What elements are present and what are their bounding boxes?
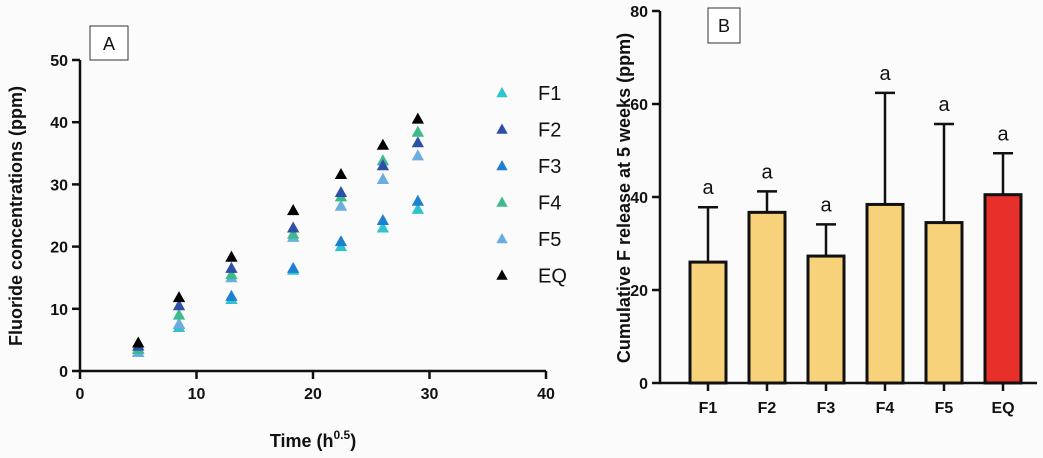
data-point-f4: [287, 227, 300, 239]
legend-label-f3: F3: [538, 156, 561, 178]
data-point-f2: [225, 261, 238, 273]
panel-a-x-tick-label: 40: [537, 386, 555, 403]
bar-f1: [688, 260, 728, 385]
data-point-f5: [376, 172, 390, 184]
data-point-f1: [376, 221, 390, 233]
panel-a-x-tick-label: 20: [304, 386, 322, 403]
legend-marker-f5: [496, 233, 508, 244]
legend-marker-f3: [496, 160, 508, 171]
data-point-f5: [411, 149, 425, 161]
panel-b-x-tick-label: F3: [817, 400, 836, 417]
panel-b-y-tick-label: 60: [630, 97, 648, 114]
panel-b-x-tick-label: F1: [699, 400, 718, 417]
panel-b-label: B: [718, 16, 730, 36]
panel-b-x-tick-label: F4: [876, 400, 895, 417]
panel-a-x-tick-label: 0: [76, 386, 85, 403]
data-point-f3: [287, 261, 300, 273]
significance-label-eq: a: [997, 123, 1009, 145]
panel-b-y-tick-label: 80: [630, 4, 648, 21]
significance-label-f5: a: [938, 94, 950, 116]
data-point-f3: [411, 194, 425, 206]
bar-f5: [924, 221, 964, 385]
legend-marker-f1: [496, 87, 508, 98]
panel-b-label-box: [707, 7, 741, 44]
data-point-f4: [172, 308, 186, 320]
panel-b-bar: a a a a a a F1 F2 F3 F4 F5 EQ 0 20 40 60 80 B Cumulativ…: [614, 4, 1037, 417]
data-point-f2: [334, 185, 348, 198]
data-point-f3: [376, 213, 390, 226]
data-point-eq: [334, 167, 348, 179]
panel-a-label-box: [89, 25, 129, 61]
panel-a-y-tick-label: 20: [50, 240, 68, 257]
legend-label-f5: F5: [538, 229, 561, 251]
data-point-f4: [411, 125, 425, 137]
panel-b-y-tick-label: 0: [639, 376, 648, 393]
data-point-eq: [132, 336, 145, 348]
data-point-f2: [287, 221, 300, 233]
data-point-eq: [172, 291, 186, 303]
bar-eq: [983, 193, 1023, 385]
panel-b-y-axis-label: Cumulative F release at 5 weeks (ppm): [614, 33, 634, 363]
legend-label-f2: F2: [538, 120, 561, 142]
data-point-eq: [225, 250, 238, 262]
significance-label-f2: a: [761, 161, 773, 183]
panel-a-x-axis-label: Time (h0.5): [270, 428, 356, 451]
panel-a-x-tick-label: 10: [188, 386, 206, 403]
panel-a-y-tick-label: 40: [50, 115, 68, 132]
legend-marker-eq: [496, 269, 508, 280]
legend-marker-f2: [496, 123, 508, 134]
data-point-f3: [225, 289, 238, 301]
significance-label-f1: a: [702, 177, 714, 199]
legend-label-eq: EQ: [538, 266, 567, 288]
significance-label-f4: a: [879, 63, 891, 85]
data-point-eq: [411, 112, 425, 124]
bar-f4: [865, 202, 905, 385]
legend-label-f1: F1: [538, 83, 561, 105]
panel-a-y-tick-label: 0: [59, 364, 68, 381]
significance-label-f3: a: [820, 194, 832, 216]
panel-a-y-tick-label: 30: [50, 177, 68, 194]
data-point-f1: [411, 202, 425, 214]
data-point-f2: [376, 159, 390, 171]
legend-marker-f4: [496, 196, 508, 207]
panel-a-scatter: A 0 10 20 30 40 50 0 10 20 30 40 F1 F2 F3 F4 F5 EQ Fluo…: [6, 25, 567, 451]
data-point-f5: [334, 199, 348, 211]
panel-a-y-tick-label: 50: [50, 53, 68, 70]
panel-b-y-tick-label: 20: [630, 283, 648, 300]
panel-a-y-axis-label: Fluoride concentrations (ppm): [6, 86, 26, 346]
panel-b-x-tick-label: F2: [758, 400, 777, 417]
panel-a-x-tick-label: 30: [421, 386, 439, 403]
panel-b-x-tick-label: F5: [935, 400, 954, 417]
legend-label-f4: F4: [538, 193, 561, 215]
data-point-f5: [172, 317, 186, 329]
panel-b-y-tick-label: 40: [630, 190, 648, 207]
panel-b-x-tick-label: EQ: [991, 400, 1014, 417]
data-point-f3: [334, 235, 348, 247]
bar-f2: [747, 210, 787, 385]
bar-f3: [806, 254, 846, 385]
data-point-f2: [172, 299, 186, 311]
data-point-f2: [411, 136, 425, 148]
panel-a-label: A: [103, 34, 115, 54]
panel-a-y-tick-label: 10: [50, 302, 68, 319]
data-point-eq: [376, 138, 390, 150]
data-point-eq: [287, 204, 300, 216]
data-point-f4: [225, 268, 238, 280]
